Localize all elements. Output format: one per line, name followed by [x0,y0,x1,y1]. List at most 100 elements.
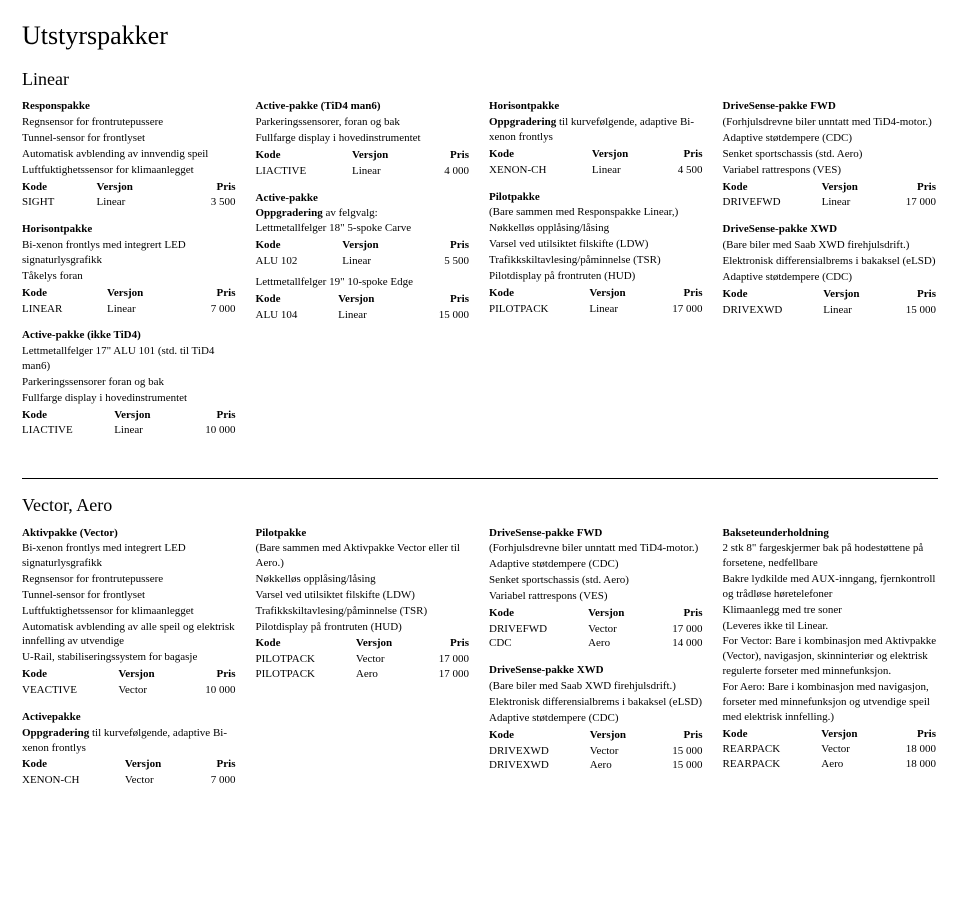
block-subline: Oppgradering til kurvefølgende, adaptive… [489,115,705,145]
col-versjon: Versjon [823,287,885,303]
desc-line: Automatisk avblending av innvendig speil [22,147,238,162]
table-row: CDCAero14 000 [489,636,705,651]
block-drivesense-xwd-v: DriveSense-pakke XWD (Bare biler med Saa… [489,663,705,773]
price-table: KodeVersjonPrisXENON-CHVector7 000 [22,757,238,788]
col-pris: Pris [418,238,471,254]
price-table: KodeVersjonPrisALU 102Linear5 500 [256,238,472,269]
table-row: DRIVEFWDLinear17 000 [723,195,939,210]
col-versjon: Versjon [590,728,652,744]
block-desc: Parkeringssensorer, foran og bakFullfarg… [256,115,472,146]
cell-versjon: Aero [588,636,651,651]
col-pris: Pris [191,757,237,773]
block-horisontpakke: Horisontpakke Bi-xenon frontlys med inte… [22,222,238,316]
cell-pris: 15 000 [885,303,938,318]
col-versjon: Versjon [822,180,885,196]
cell-versjon: Vector [821,742,884,757]
cell-kode: REARPACK [723,742,822,757]
col-pris: Pris [658,147,704,163]
block-title: DriveSense-pakke XWD [489,663,705,678]
desc-line: Nøkkelløs opplåsing/låsing [256,572,472,587]
linear-columns: Responspakke Regnsensor for frontrutepus… [22,99,938,450]
linear-col3: Horisontpakke Oppgradering til kurvefølg… [489,99,705,450]
table-row: LIACTIVELinear4 000 [256,164,472,179]
cell-kode: LIACTIVE [256,164,352,179]
desc-line: Tåkelys foran [22,269,238,284]
cell-kode: ALU 104 [256,308,339,323]
desc-line: Klimaanlegg med tre soner [723,603,939,618]
desc-line: Regnsensor for frontrutepussere [22,115,238,130]
col-kode: Kode [22,757,125,773]
price-table: KodeVersjonPrisLINEARLinear7 000 [22,286,238,317]
col-kode: Kode [256,636,356,652]
block-desc: (Bare sammen med Aktivpakke Vector eller… [256,541,472,634]
desc-line: (Bare biler med Saab XWD firehjulsdrift.… [723,238,939,253]
price-table: KodeVersjonPrisREARPACKVector18 000REARP… [723,727,939,773]
col-versjon: Versjon [97,180,180,196]
cell-versjon: Linear [114,423,181,438]
table-row: REARPACKVector18 000 [723,742,939,757]
col-kode: Kode [256,292,339,308]
desc-line: For Aero: Bare i kombinasjon med navigas… [723,680,939,725]
cell-kode: XENON-CH [22,773,125,788]
cell-kode: SIGHT [22,195,97,210]
desc-line: Senket sportschassis (std. Aero) [723,147,939,162]
block-desc: Lettmetallfelger 19" 10-spoke Edge [256,275,472,290]
price-table: KodeVersjonPrisDRIVEFWDLinear17 000 [723,180,939,211]
desc-line: (Leveres ikke til Linear. [723,619,939,634]
col-versjon: Versjon [588,606,651,622]
cell-kode: LINEAR [22,302,107,317]
col-pris: Pris [652,728,705,744]
col-pris: Pris [422,148,471,164]
cell-pris: 15 000 [652,758,705,773]
block-title: DriveSense-pakke FWD [489,526,705,541]
cell-versjon: Vector [125,773,191,788]
desc-line: Fullfarge display i hovedinstrumentet [22,391,238,406]
desc-line: Trafikkskiltavlesing/påminnelse (TSR) [256,604,472,619]
cell-versjon: Aero [356,667,418,682]
col-kode: Kode [723,180,822,196]
col-versjon: Versjon [107,286,184,302]
cell-kode: DRIVEXWD [723,303,824,318]
desc-line: Parkeringssensorer foran og bak [22,375,238,390]
block-title: DriveSense-pakke FWD [723,99,939,114]
col-versjon: Versjon [592,147,658,163]
desc-line: Elektronisk differensialbrems i bakaksel… [489,695,705,710]
cell-versjon: Aero [821,757,884,772]
desc-line: Varsel ved utilsiktet filskifte (LDW) [489,237,705,252]
desc-line: Adaptive støtdempere (CDC) [723,270,939,285]
block-pilotpakke: Pilotpakke (Bare sammen med Responspakke… [489,190,705,317]
cell-pris: 10 000 [183,683,238,698]
desc-line: Tunnel-sensor for frontlyset [22,131,238,146]
cell-pris: 3 500 [180,195,238,210]
desc-line: (Bare sammen med Aktivpakke Vector eller… [256,541,472,571]
table-row: REARPACKAero18 000 [723,757,939,772]
block-desc: Regnsensor for frontrutepussereTunnel-se… [22,115,238,177]
desc-line: Variabel rattrespons (VES) [723,163,939,178]
block-subtext: av felgvalg: [323,207,378,219]
block-title: Responspakke [22,99,238,114]
block-desc: Bi-xenon frontlys med integrert LED sign… [22,238,238,284]
cell-versjon: Vector [356,652,418,667]
table-row: PILOTPACKVector17 000 [256,652,472,667]
vector-col1: Aktivpakke (Vector) Bi-xenon frontlys me… [22,526,238,801]
price-table: KodeVersjonPrisVEACTIVEVector10 000 [22,667,238,698]
col-versjon: Versjon [118,667,183,683]
desc-line: Lettmetallfelger 19" 10-spoke Edge [256,275,472,290]
col-kode: Kode [723,287,824,303]
cell-versjon: Vector [590,744,652,759]
desc-line: Lettmetallfelger 17" ALU 101 (std. til T… [22,344,238,374]
cell-kode: PILOTPACK [256,667,356,682]
table-row: DRIVEXWDAero15 000 [489,758,705,773]
price-table: KodeVersjonPrisDRIVEXWDLinear15 000 [723,287,939,318]
block-desc: (Bare biler med Saab XWD firehjulsdrift.… [723,238,939,285]
cell-versjon: Linear [107,302,184,317]
price-table: KodeVersjonPrisPILOTPACKLinear17 000 [489,286,705,317]
block-title: Pilotpakke [256,526,472,541]
block-baksete: Bakseteunderholdning 2 stk 8" fargeskjer… [723,526,939,773]
desc-line: U-Rail, stabiliseringssystem for bagasje [22,650,238,665]
block-title: Horisontpakke [489,99,705,114]
cell-kode: DRIVEFWD [723,195,822,210]
desc-line: Elektronisk differensialbrems i bakaksel… [723,254,939,269]
col-versjon: Versjon [821,727,884,743]
cell-versjon: Linear [822,195,885,210]
